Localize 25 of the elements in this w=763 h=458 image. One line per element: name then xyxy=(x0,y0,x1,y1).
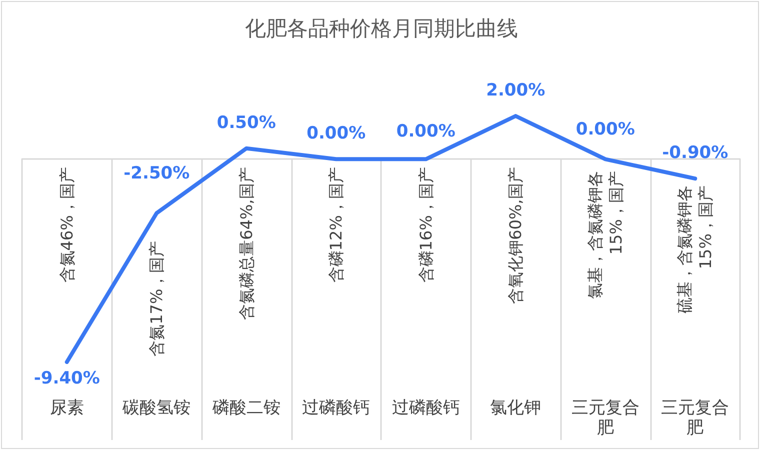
annotation: 含氮17%，国产 xyxy=(147,240,166,356)
x-tick-label: 氯化钾 xyxy=(490,398,542,418)
x-tick-label: 过磷酸钙 xyxy=(392,398,460,418)
x-tick-label: 过磷酸钙 xyxy=(302,398,370,418)
annotation: 氯基，含氮磷钾各 15%，国产 xyxy=(585,171,626,300)
annotation: 含氮46%，国产 xyxy=(57,167,76,283)
data-label: 0.00% xyxy=(576,120,635,140)
data-label: -0.90% xyxy=(662,143,728,164)
data-label: 2.00% xyxy=(486,80,546,100)
data-label: -9.40% xyxy=(34,368,100,388)
annotation: 含磷16%，国产 xyxy=(416,167,436,283)
annotation: 含氧化钾60%,国产 xyxy=(506,167,526,304)
x-tick-label: 三元复合肥 xyxy=(571,398,640,438)
chart-title: 化肥各品种价格月同期比曲线 xyxy=(245,16,518,40)
x-tick-label: 三元复合肥 xyxy=(661,398,730,438)
data-label: 0.00% xyxy=(396,122,456,142)
data-label: 0.50% xyxy=(216,112,276,133)
annotation: 含磷12%，国产 xyxy=(326,167,346,283)
data-label: 0.00% xyxy=(306,124,366,144)
data-label: -2.50% xyxy=(124,164,190,184)
x-tick-label: 磷酸二铵 xyxy=(211,398,280,418)
annotation: 硫基，含氮磷钾各 15%，国产 xyxy=(675,186,716,314)
x-tick-label: 碳酸氢铵 xyxy=(122,398,191,418)
annotation: 含氮磷总量64%,国产 xyxy=(236,167,256,320)
x-tick-label: 尿素 xyxy=(50,398,84,418)
